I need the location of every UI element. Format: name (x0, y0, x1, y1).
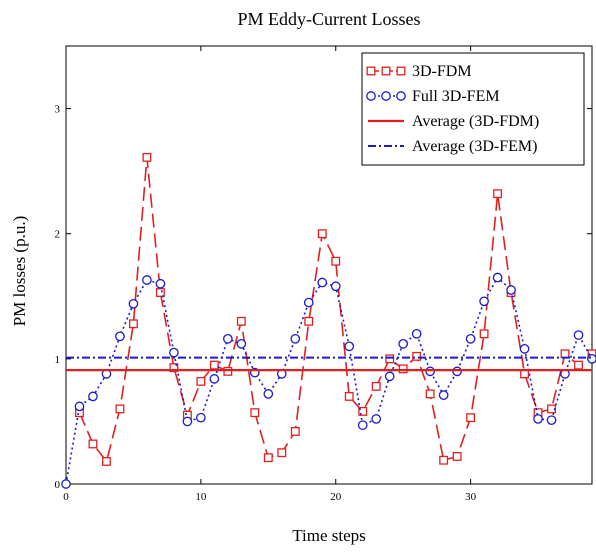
data-point-3d-fdm (479, 329, 489, 339)
data-point-3d-fdm (304, 316, 314, 326)
data-point-3d-fdm (88, 439, 98, 449)
data-point-3d-fdm (452, 452, 462, 461)
data-point-full-3d-fem (303, 297, 314, 308)
y-tick-label: 2 (55, 229, 61, 241)
legend-marker-3d-fdm (396, 66, 406, 76)
data-point-3d-fdm (344, 391, 354, 401)
data-point-3d-fdm (385, 354, 395, 364)
data-point-full-3d-fem (411, 328, 422, 339)
data-point-3d-fdm (209, 360, 219, 370)
data-point-full-3d-fem (317, 277, 328, 288)
data-point-full-3d-fem (330, 281, 341, 292)
legend-label-3d-fdm: 3D-FDM (412, 63, 472, 80)
data-point-full-3d-fem (344, 341, 355, 352)
data-point-3d-fdm (412, 351, 422, 361)
legend-label-average-3d-fdm: Average (3D-FDM) (412, 113, 539, 130)
y-tick-label: 3 (55, 104, 61, 116)
data-point-full-3d-fem (357, 420, 368, 431)
data-point-full-3d-fem (222, 333, 233, 344)
series-line-full-3d-fem (65, 276, 593, 485)
data-point-3d-fdm (128, 319, 138, 329)
data-point-full-3d-fem (169, 347, 179, 358)
data-point-full-3d-fem (546, 415, 557, 426)
data-point-3d-fdm (142, 152, 152, 162)
data-point-full-3d-fem (438, 390, 449, 400)
data-point-full-3d-fem (88, 391, 98, 402)
data-point-full-3d-fem (74, 401, 85, 412)
data-point-3d-fdm (102, 457, 111, 466)
data-point-3d-fdm (466, 413, 476, 423)
data-point-3d-fdm (223, 366, 233, 376)
data-point-full-3d-fem (425, 366, 436, 377)
data-point-full-3d-fem (384, 371, 395, 382)
y-tick-label: 0 (55, 479, 61, 491)
data-point-full-3d-fem (398, 338, 409, 349)
data-point-3d-fdm (155, 288, 165, 297)
series-full-3d-fem (61, 272, 596, 489)
legend-label-full-3d-fem: Full 3D-FEM (412, 88, 500, 105)
data-point-3d-fdm (398, 364, 408, 374)
legend-marker-full-3d-fem (396, 91, 406, 101)
y-axis-label: PM losses (p.u.) (10, 216, 29, 327)
data-point-3d-fdm (560, 349, 570, 359)
x-tick-label: 0 (63, 491, 69, 503)
data-point-3d-fdm (574, 360, 583, 370)
data-point-3d-fdm (331, 256, 341, 266)
data-point-3d-fdm (196, 376, 206, 386)
data-point-full-3d-fem (263, 389, 274, 399)
data-point-full-3d-fem (587, 354, 596, 364)
data-point-3d-fdm (520, 369, 530, 379)
data-point-3d-fdm (358, 406, 368, 416)
data-point-full-3d-fem (236, 338, 247, 349)
data-point-3d-fdm (169, 363, 179, 373)
data-point-full-3d-fem (196, 412, 206, 423)
chart-title: PM Eddy-Current Losses (238, 9, 421, 29)
series-layer (61, 152, 596, 489)
series-line-3d-fdm (78, 157, 593, 464)
data-point-3d-fdm (277, 448, 287, 458)
legend-marker-full-3d-fem (366, 91, 376, 101)
data-point-full-3d-fem (452, 366, 462, 377)
data-point-full-3d-fem (533, 414, 543, 424)
data-point-full-3d-fem (519, 343, 530, 354)
data-point-full-3d-fem (506, 285, 516, 295)
data-point-full-3d-fem (465, 333, 476, 344)
data-point-full-3d-fem (479, 296, 489, 307)
data-point-full-3d-fem (371, 414, 382, 424)
data-point-3d-fdm (290, 426, 300, 436)
x-tick-label: 30 (465, 491, 477, 503)
legend-marker-full-3d-fem (381, 91, 391, 101)
data-point-full-3d-fem (128, 298, 139, 309)
legend-marker-3d-fdm (381, 66, 391, 76)
data-point-3d-fdm (439, 455, 449, 465)
x-axis-label: Time steps (292, 526, 366, 545)
data-point-full-3d-fem (209, 374, 220, 384)
data-point-3d-fdm (371, 381, 381, 391)
data-point-full-3d-fem (142, 275, 152, 285)
series-3d-fdm (75, 152, 596, 466)
x-tick-label: 10 (195, 491, 207, 503)
x-tick-label: 20 (330, 491, 342, 503)
data-point-full-3d-fem (290, 333, 301, 344)
data-point-full-3d-fem (492, 272, 503, 283)
data-point-3d-fdm (317, 229, 327, 239)
data-point-3d-fdm (263, 453, 273, 463)
legend: 3D-FDM Full 3D-FEM Average (3D-FDM) Average… (361, 52, 585, 166)
data-point-3d-fdm (425, 389, 435, 399)
legend-marker-3d-fdm (366, 66, 376, 76)
data-point-full-3d-fem (155, 278, 166, 289)
data-point-3d-fdm (250, 408, 260, 418)
data-point-full-3d-fem (115, 331, 125, 342)
data-point-3d-fdm (236, 316, 246, 326)
data-point-3d-fdm (493, 189, 503, 199)
y-tick-label: 1 (55, 354, 61, 366)
data-point-3d-fdm (115, 404, 125, 414)
data-point-full-3d-fem (61, 479, 71, 489)
data-point-full-3d-fem (573, 330, 584, 340)
data-point-full-3d-fem (182, 416, 193, 427)
legend-label-average-3d-fem: Average (3D-FEM) (412, 138, 537, 155)
